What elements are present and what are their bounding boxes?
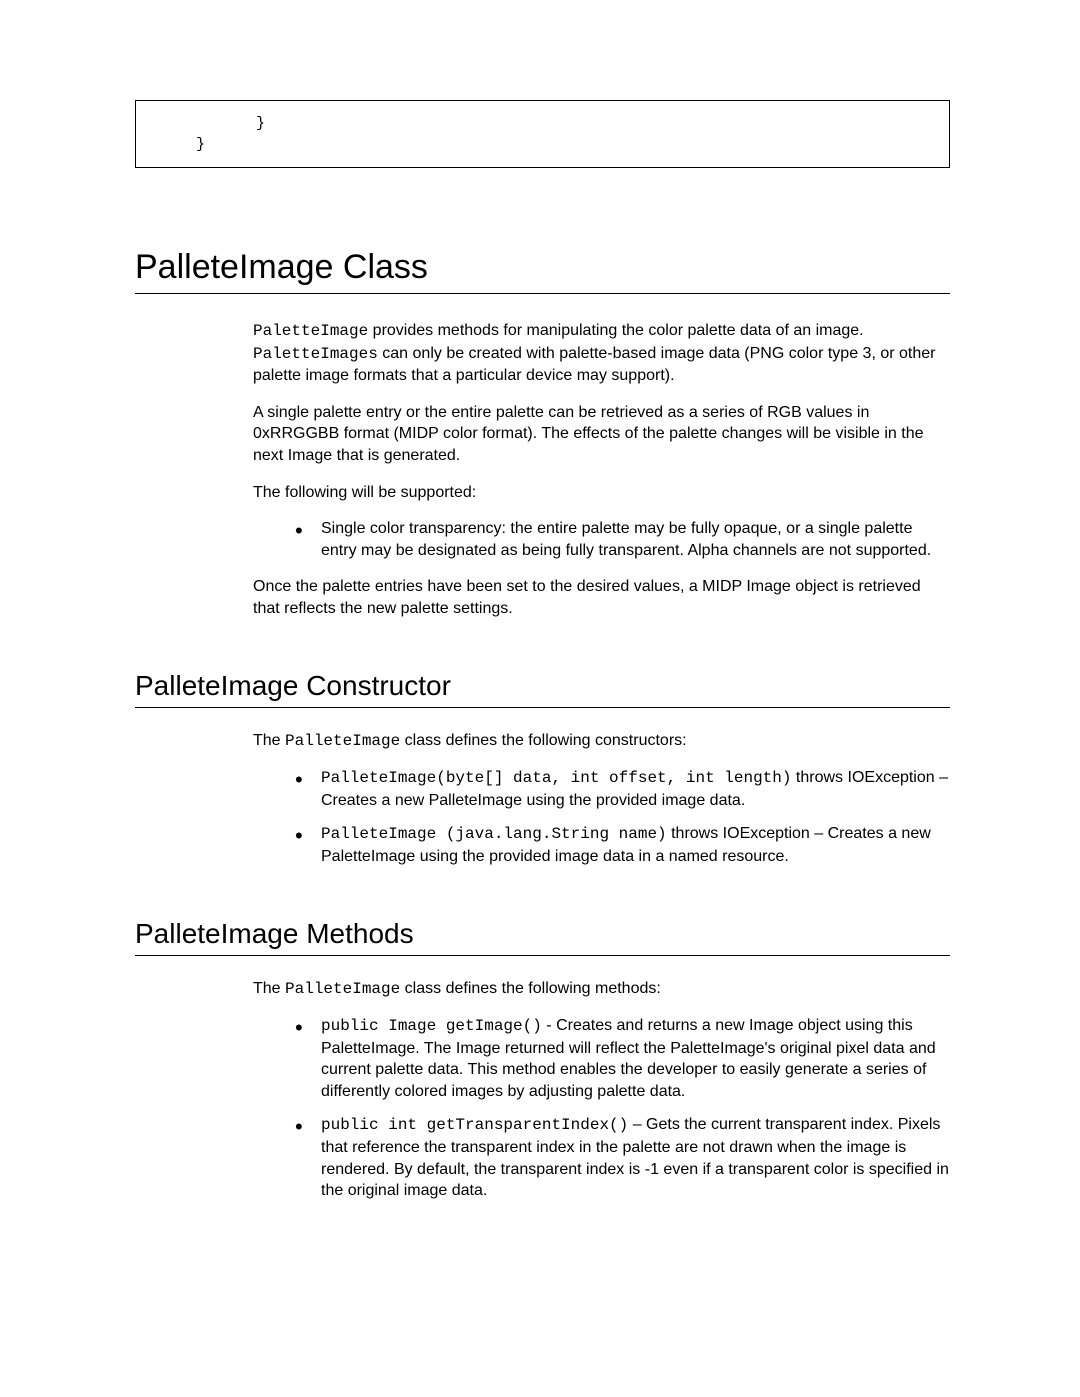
text-run: class defines the following constructors… <box>400 732 686 749</box>
list-item-text: Single color transparency: the entire pa… <box>321 520 931 559</box>
paragraph: Once the palette entries have been set t… <box>253 576 950 619</box>
paragraph: The following will be supported: <box>253 482 950 504</box>
text-run: The <box>253 980 285 997</box>
list-item: public Image getImage() - Creates and re… <box>295 1015 950 1102</box>
inline-code: PalleteImage (java.lang.String name) <box>321 825 667 843</box>
inline-code: PalleteImage <box>285 980 400 998</box>
inline-code: PaletteImages <box>253 345 378 363</box>
inline-code: public int getTransparentIndex() <box>321 1116 628 1134</box>
paragraph: A single palette entry or the entire pal… <box>253 402 950 467</box>
bullet-list: public Image getImage() - Creates and re… <box>295 1015 950 1202</box>
paragraph: PaletteImage provides methods for manipu… <box>253 320 950 387</box>
page-container: } } PalleteImage Class PaletteImage prov… <box>0 0 1080 1277</box>
section-heading-constructor: PalleteImage Constructor <box>135 670 950 708</box>
inline-code: PalleteImage <box>285 732 400 750</box>
text-run: class defines the following methods: <box>400 980 661 997</box>
section-body: PaletteImage provides methods for manipu… <box>253 320 950 620</box>
section-body: The PalleteImage class defines the follo… <box>253 978 950 1202</box>
text-run: provides methods for manipulating the co… <box>368 322 863 339</box>
list-item: PalleteImage(byte[] data, int offset, in… <box>295 767 950 811</box>
code-line: } <box>196 113 929 134</box>
bullet-list: Single color transparency: the entire pa… <box>295 518 950 561</box>
code-snippet-box: } } <box>135 100 950 168</box>
bullet-list: PalleteImage(byte[] data, int offset, in… <box>295 767 950 867</box>
paragraph: The PalleteImage class defines the follo… <box>253 978 950 1001</box>
section-heading-class: PalleteImage Class <box>135 248 950 294</box>
section-body: The PalleteImage class defines the follo… <box>253 730 950 868</box>
inline-code: PalleteImage(byte[] data, int offset, in… <box>321 769 791 787</box>
list-item: Single color transparency: the entire pa… <box>295 518 950 561</box>
list-item: public int getTransparentIndex() – Gets … <box>295 1114 950 1201</box>
inline-code: PaletteImage <box>253 322 368 340</box>
section-heading-methods: PalleteImage Methods <box>135 918 950 956</box>
inline-code: public Image getImage() <box>321 1017 542 1035</box>
paragraph: The PalleteImage class defines the follo… <box>253 730 950 753</box>
list-item: PalleteImage (java.lang.String name) thr… <box>295 823 950 867</box>
code-line: } <box>196 134 929 155</box>
text-run: The <box>253 732 285 749</box>
